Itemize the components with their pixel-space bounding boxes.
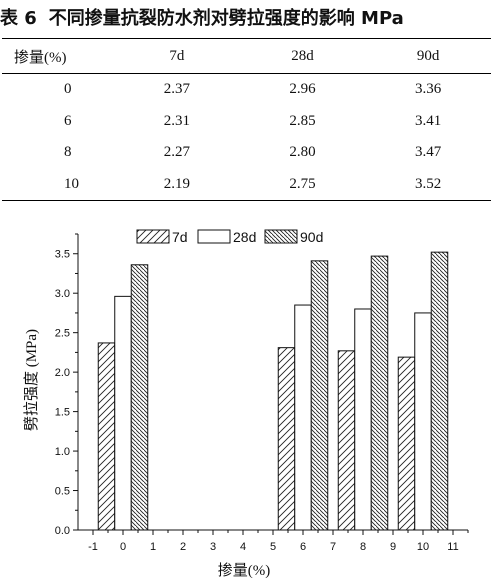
- y-axis-label: 劈拉强度 (MPa): [22, 329, 40, 431]
- table-cell: 6: [64, 112, 72, 129]
- legend-label-90d: 90d: [300, 229, 323, 245]
- table-cell: 2.31: [163, 112, 190, 129]
- legend-label-7d: 7d: [172, 229, 188, 245]
- x-tick-label: 10: [417, 541, 429, 553]
- table-caption: 不同掺量抗裂防水剂对劈拉强度的影响 MPa: [48, 8, 404, 29]
- bar-7d-0: [97, 342, 116, 531]
- x-tick-label: 8: [360, 541, 366, 553]
- y-tick-label: 1.5: [55, 407, 70, 419]
- x-tick-label: 6: [300, 541, 306, 553]
- bar-28d-10: [414, 312, 432, 531]
- x-tick-label: 0: [120, 541, 126, 553]
- header-7d: 7d: [169, 47, 185, 64]
- legend-label-28d: 28d: [233, 229, 256, 245]
- table-cell: 2.37: [163, 81, 190, 98]
- table-cell: 2.80: [289, 144, 316, 161]
- y-tick-label: 0.5: [55, 486, 70, 498]
- table-row: 8 2.27 2.80 3.47: [2, 137, 491, 169]
- bar-7d-10: [397, 356, 416, 531]
- x-tick-label: 2: [180, 541, 186, 553]
- x-tick-label: -1: [88, 541, 98, 553]
- header-28d: 28d: [291, 47, 314, 64]
- table-row: 0 2.37 2.96 3.36: [2, 74, 491, 106]
- table-header-row: 掺量(%) 7d 28d 90d: [2, 38, 491, 74]
- legend-swatch-90d: [264, 229, 298, 244]
- y-tick-label: 1.0: [55, 446, 70, 458]
- bar-28d-8: [354, 308, 372, 531]
- x-tick-label: 11: [447, 541, 458, 553]
- x-tick-label: 3: [210, 541, 216, 553]
- table-cell: 3.41: [415, 112, 442, 129]
- table-number: 表 6: [0, 8, 37, 29]
- y-tick-label: 3.0: [55, 288, 70, 300]
- table-cell: 3.47: [415, 144, 442, 161]
- table-cell: 2.75: [289, 175, 316, 192]
- x-tick-label: 5: [270, 541, 276, 553]
- y-tick-label: 3.5: [55, 249, 70, 261]
- x-axis-label: 掺量(%): [218, 562, 271, 579]
- header-90d: 90d: [416, 47, 440, 64]
- data-table: 掺量(%) 7d 28d 90d 0 2.37 2.96 3.36 6 2.31…: [2, 38, 491, 201]
- bar-7d-6: [277, 347, 296, 531]
- table-row: 6 2.31 2.85 3.41: [2, 106, 491, 138]
- bar-28d-6: [294, 304, 312, 531]
- bar-90d-10: [430, 251, 449, 531]
- bar-90d-6: [310, 260, 329, 531]
- table-cell: 2.27: [163, 144, 190, 161]
- y-tick-label: 2.0: [55, 367, 70, 379]
- bar-chart: 0.0 0.5 1.0 1.5 2.0 2.5 3.0 3.5 -1 0 1 2 3 4 5 6 7 8 9 10 11…: [22, 229, 469, 579]
- y-tick-label: 0.0: [55, 525, 70, 537]
- x-tick-label: 1: [150, 541, 156, 553]
- x-tick-label: 7: [330, 541, 336, 553]
- bar-7d-8: [337, 350, 356, 531]
- bar-28d-0: [114, 295, 132, 531]
- table-title: 表 6 不同掺量抗裂防水剂对劈拉强度的影响 MPa: [0, 4, 495, 34]
- legend-swatch-7d: [136, 229, 170, 244]
- table-cell: 2.96: [289, 81, 316, 98]
- x-tick-label: 4: [240, 541, 246, 553]
- table-cell: 8: [64, 144, 72, 161]
- table-cell: 10: [64, 175, 79, 192]
- y-tick-label: 2.5: [55, 328, 70, 340]
- header-dosage: 掺量(%): [14, 49, 67, 66]
- table-cell: 0: [64, 81, 72, 98]
- table-cell: 3.36: [415, 81, 442, 98]
- table-row: 10 2.19 2.75 3.52: [2, 169, 491, 201]
- table-cell: 3.52: [415, 175, 442, 192]
- table-cell: 2.85: [289, 112, 316, 129]
- bar-90d-0: [130, 264, 149, 531]
- legend-swatch-28d: [197, 229, 231, 244]
- bar-90d-8: [370, 255, 389, 531]
- x-tick-label: 9: [390, 541, 396, 553]
- table-cell: 2.19: [163, 175, 190, 192]
